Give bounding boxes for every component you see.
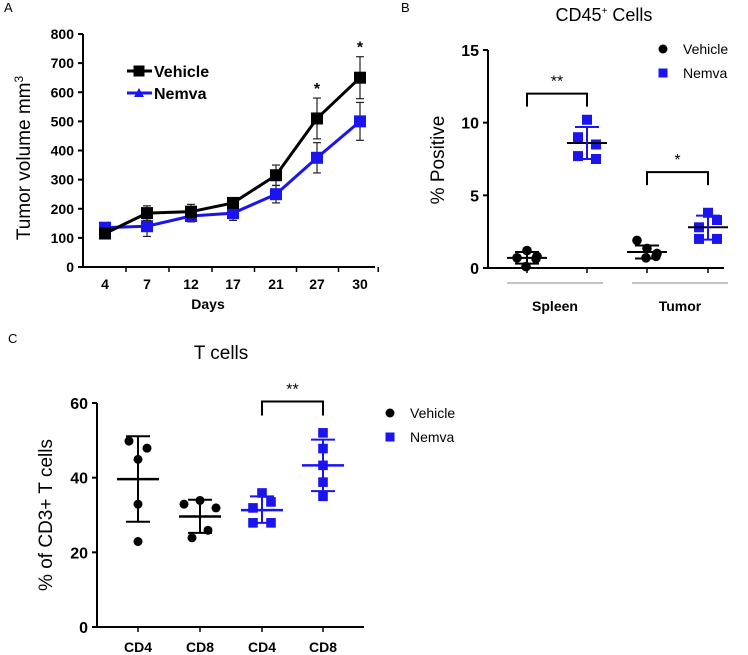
data-point-nemva (227, 207, 239, 220)
significance-stars: * (674, 152, 680, 169)
x-tick-label: CD8 (186, 639, 214, 655)
x-tick-label: 21 (268, 276, 284, 292)
x-tick-label: 27 (309, 276, 325, 292)
legend-marker-vehicle (133, 65, 145, 77)
significance-bracket (526, 92, 588, 107)
significance-bracket (646, 171, 709, 186)
data-point-vehicle (632, 235, 642, 246)
data-point-vehicle (142, 443, 152, 453)
group-label: Tumor (659, 298, 702, 314)
data-point-vehicle (185, 205, 197, 218)
significance-star: * (314, 81, 321, 98)
x-tick-label: CD8 (309, 639, 337, 655)
data-point-nemva (311, 151, 323, 164)
y-tick-label: 0 (79, 620, 88, 637)
x-tick-label: 17 (225, 276, 241, 292)
panel-b-ylabel: % Positive (428, 116, 449, 205)
y-tick-label: 10 (461, 116, 479, 133)
y-tick-label: 500 (51, 113, 75, 129)
panel-a-ylabel: Tumor volume mm3 (12, 76, 35, 241)
data-point-nemva (712, 215, 722, 226)
legend-marker-nemva (385, 432, 395, 442)
panel-a-chart: 0 100 200 300 400 500 600 700 800 4 7 12 17 21 27 30 * * V… (51, 26, 379, 292)
panel-a-label: A (4, 0, 13, 15)
data-point-nemva (582, 114, 592, 125)
data-point-nemva (573, 151, 583, 162)
significance-star: * (357, 40, 364, 57)
data-point-nemva (141, 220, 153, 233)
y-tick-label: 200 (51, 201, 75, 217)
data-point-nemva (318, 428, 328, 438)
data-point-vehicle (133, 537, 143, 547)
data-point-vehicle (187, 533, 197, 543)
x-tick-label: CD4 (124, 639, 152, 655)
y-tick-label: 15 (461, 43, 479, 60)
significance-bracket (261, 400, 324, 416)
legend-label: Vehicle (154, 64, 209, 81)
data-point-vehicle (354, 71, 366, 84)
panel-b-label: B (401, 0, 410, 15)
y-tick-label: 40 (70, 471, 88, 488)
legend-label: Nemva (683, 65, 728, 81)
y-tick-label: 600 (51, 84, 75, 100)
data-point-nemva (591, 139, 601, 150)
significance-stars: ** (551, 74, 563, 91)
legend-label: Nemva (154, 86, 207, 103)
panel-c-ylabel: % of CD3+ T cells (36, 439, 57, 591)
panel-c-title: T cells (194, 343, 249, 364)
data-point-vehicle (124, 436, 134, 446)
panel-c-label: C (8, 331, 17, 346)
data-point-vehicle (211, 503, 221, 513)
x-tick-label: 7 (143, 276, 151, 292)
legend-label: Vehicle (683, 41, 728, 57)
x-tick-label: CD4 (248, 639, 276, 655)
y-tick-label: 0 (470, 261, 479, 278)
data-point-vehicle (141, 207, 153, 220)
y-tick-label: 400 (51, 143, 75, 159)
legend-label: Vehicle (410, 405, 455, 421)
x-tick-label: 12 (183, 276, 199, 292)
data-point-vehicle (179, 499, 189, 509)
y-tick-label: 300 (51, 172, 75, 188)
data-point-nemva (703, 207, 713, 218)
data-point-nemva (248, 503, 258, 513)
legend-marker-vehicle (385, 408, 395, 418)
legend-label: Nemva (410, 429, 455, 445)
y-tick-label: 5 (470, 188, 479, 205)
panel-a-xlabel: Days (191, 296, 225, 312)
group-label: Spleen (532, 298, 578, 314)
legend-marker-nemva (658, 68, 668, 78)
x-tick-label: 30 (352, 276, 368, 292)
panel-c-chart: 0 20 40 60 CD4 CD8 CD4 CD8 ** Vehicle Nemva (70, 382, 455, 655)
legend-marker-nemva (134, 88, 144, 97)
data-point-vehicle (270, 169, 282, 182)
y-tick-label: 0 (66, 259, 74, 275)
y-tick-label: 100 (51, 230, 75, 246)
data-point-nemva (266, 497, 276, 507)
y-tick-label: 20 (70, 545, 88, 562)
y-tick-label: 700 (51, 55, 75, 71)
legend-marker-vehicle (658, 44, 668, 54)
panel-b-title: CD45+ Cells (556, 5, 653, 25)
data-point-vehicle (652, 248, 662, 259)
significance-stars: ** (286, 382, 298, 399)
data-point-nemva (354, 115, 366, 128)
data-point-vehicle (311, 112, 323, 125)
data-point-nemva (573, 132, 583, 143)
data-point-nemva (257, 488, 267, 498)
data-point-nemva (318, 491, 328, 502)
data-point-nemva (270, 188, 282, 201)
data-point-vehicle (227, 196, 239, 209)
y-tick-label: 800 (51, 26, 75, 42)
x-tick-label: 4 (101, 276, 109, 292)
data-point-vehicle (99, 227, 111, 240)
y-tick-label: 60 (70, 396, 88, 413)
